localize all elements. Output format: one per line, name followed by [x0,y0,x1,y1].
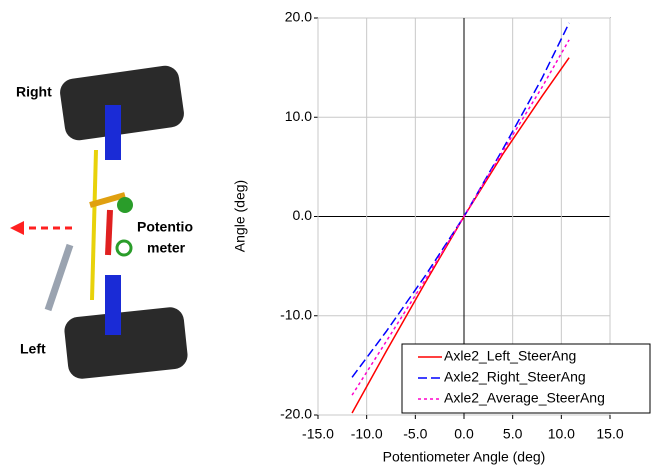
link [89,192,126,208]
left-knuckle [105,275,121,335]
y-tick-label: -10.0 [280,306,312,322]
x-tick-label: 5.0 [503,426,523,442]
x-tick-label: 15.0 [596,426,623,442]
right-wheel [60,65,184,141]
legend-label: Axle2_Average_SteerAng [444,390,605,406]
y-tick-label: 0.0 [293,207,313,223]
lever [105,209,113,256]
right-knuckle [105,105,121,160]
chart: Angle (deg) Potentiometer Angle (deg) -2… [232,9,651,465]
potentiometer-label: Potentio [137,219,193,235]
y-tick-label: 10.0 [285,108,312,124]
series-line [351,39,570,396]
legend-label: Axle2_Right_SteerAng [444,369,586,385]
potentiometer-label: meter [147,240,186,256]
legend-box [401,343,651,414]
y-tick-label: -20.0 [280,406,312,422]
x-tick-label: 10.0 [548,426,575,442]
potentiometer [115,239,133,257]
damper [44,243,74,312]
left-wheel [64,307,188,379]
arrow-head [10,221,24,235]
x-tick-label: -10.0 [351,426,383,442]
x-axis-label: Potentiometer Angle (deg) [383,449,546,465]
left-label: Left [20,341,46,357]
y-axis-label: Angle (deg) [232,180,248,252]
pivot [117,197,133,213]
mechanism-diagram: Right Left Potentio meter [10,65,193,379]
legend-label: Axle2_Left_SteerAng [444,348,576,364]
x-tick-label: 0.0 [454,426,474,442]
x-tick-label: -15.0 [302,426,334,442]
y-tick-label: 20.0 [285,9,312,25]
right-label: Right [16,84,52,100]
x-tick-label: -5.0 [403,426,427,442]
tie-rod [90,149,98,301]
